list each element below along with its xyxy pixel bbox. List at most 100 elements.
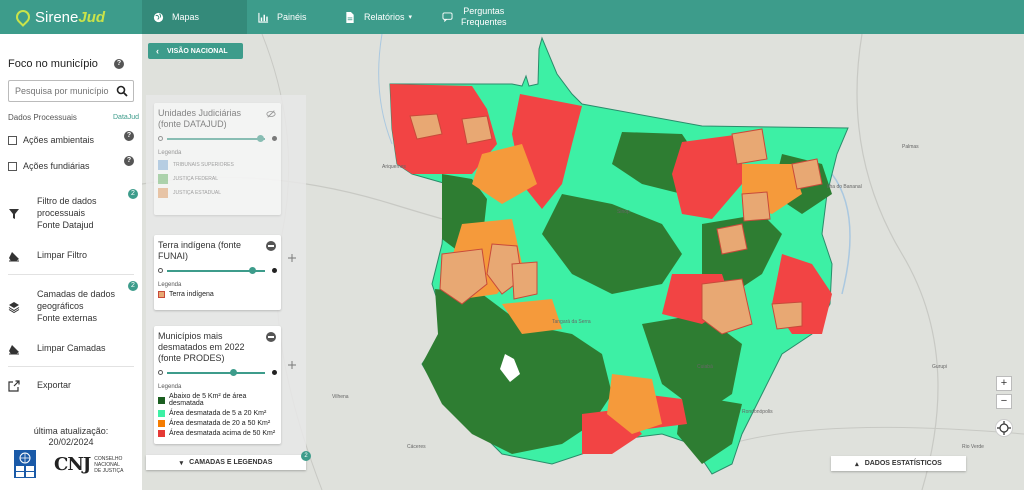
layer-title-line2: desmatados em 2022	[158, 342, 245, 352]
legend-swatch	[158, 291, 165, 298]
search-icon[interactable]	[116, 85, 128, 97]
filtro-line1: Filtro de dados	[37, 196, 97, 206]
slider-knob[interactable]	[230, 369, 237, 376]
layer-title-line1: Municípios mais	[158, 331, 223, 341]
slider-min-icon	[158, 268, 163, 273]
slider-min-icon	[158, 370, 163, 375]
drag-handle-icon[interactable]	[288, 361, 296, 369]
checkbox-label: Ações ambientais	[23, 135, 95, 145]
zoom-out-button[interactable]: −	[996, 394, 1012, 409]
nav-perguntas-frequentes[interactable]: Perguntas Frequentes	[431, 0, 531, 34]
checkbox-box[interactable]	[8, 135, 17, 145]
visao-nacional-label: VISÃO NACIONAL	[167, 47, 228, 55]
legend-item: Terra indígena	[158, 291, 277, 298]
layer-card-indigenous[interactable]: Terra indígena (fonte FUNAI) Legenda Ter…	[154, 235, 281, 310]
filtro-line2: processuais	[37, 208, 86, 218]
camadas-legendas-button[interactable]: ▾ CAMADAS E LEGENDAS	[146, 455, 306, 470]
layer-card-judicial[interactable]: Unidades Judiciárias (fonte DATAJUD) Leg…	[154, 103, 281, 215]
layer-card-deforestation[interactable]: Municípios mais desmatados em 2022 (font…	[154, 326, 281, 444]
checkbox-acoes-ambientais[interactable]: Ações ambientais	[8, 135, 94, 145]
limpar-filtro-button[interactable]: Limpar Filtro	[8, 249, 87, 262]
top-navigation-bar: Sirene Jud Mapas Painéis Relatórios ▾ Per…	[0, 0, 1024, 34]
legend-swatch	[158, 430, 165, 437]
checkbox-box[interactable]	[8, 161, 17, 171]
drag-handle-icon[interactable]	[288, 254, 296, 262]
layer-title-line2: FUNAI)	[158, 251, 188, 261]
map-canvas[interactable]	[142, 34, 1024, 490]
limpar-camadas-button[interactable]: Limpar Camadas	[8, 342, 106, 355]
nav-faq-line2: Frequentes	[461, 17, 507, 27]
map-place-label: Sinop	[617, 209, 630, 215]
camadas-dados-label: Camadas de dados geográficos Fonte exter…	[37, 288, 115, 324]
nav-mapas[interactable]: Mapas	[142, 0, 247, 34]
opacity-slider[interactable]	[158, 266, 277, 276]
sidebar-divider	[8, 274, 134, 275]
opacity-slider[interactable]	[158, 134, 277, 144]
location-pin-icon	[13, 7, 33, 27]
legend-text: Terra indígena	[169, 291, 214, 298]
opacity-slider[interactable]	[158, 368, 277, 378]
slider-min-icon	[158, 136, 163, 141]
cnj-line1: CONSELHO	[94, 455, 123, 462]
slider-knob[interactable]	[257, 135, 264, 142]
legend-text: JUSTIÇA FEDERAL	[173, 176, 219, 182]
help-icon[interactable]: ?	[114, 59, 124, 69]
legend-text: TRIBUNAIS SUPERIORES	[173, 162, 234, 168]
remove-layer-icon[interactable]	[266, 332, 276, 342]
map-view[interactable]: Ilha do Bananal Palmas Gurupi Rio Verde …	[142, 34, 1024, 490]
chart-icon	[257, 11, 269, 23]
visao-nacional-button[interactable]: ‹ VISÃO NACIONAL	[148, 43, 243, 59]
nav-label-faq: Perguntas Frequentes	[461, 6, 507, 28]
eye-slash-icon[interactable]	[266, 109, 276, 119]
municipio-search-input[interactable]	[9, 81, 113, 101]
cnj-logo-mark: CNJ	[54, 454, 91, 475]
filtro-dados-button[interactable]: Filtro de dados processuais Fonte Dataju…	[8, 195, 97, 231]
layer-title: Terra indígena (fonte FUNAI)	[158, 240, 263, 262]
cnj-line2: NACIONAL	[94, 461, 120, 468]
slider-track[interactable]	[167, 138, 265, 140]
dados-estatisticos-label: DADOS ESTATÍSTICOS	[864, 460, 942, 467]
logo-text-sirene: Sirene	[35, 8, 79, 26]
sidebar-divider	[8, 366, 134, 367]
layer-title-line2: (fonte DATAJUD)	[158, 119, 227, 129]
map-place-label: Cáceres	[407, 444, 426, 450]
nav-label-mapas: Mapas	[172, 12, 200, 22]
export-icon	[8, 380, 20, 392]
nav-relatorios[interactable]: Relatórios ▾	[334, 0, 431, 34]
zoom-in-button[interactable]: +	[996, 376, 1012, 391]
camadas-count-badge: 2	[301, 451, 311, 461]
slider-knob[interactable]	[249, 267, 256, 274]
legend-item: Área desmatada acima de 50 Km²	[158, 430, 277, 437]
map-place-label: Ariquemes	[382, 164, 406, 170]
legend-swatch	[158, 160, 168, 170]
nav-label-relatorios: Relatórios	[364, 12, 405, 22]
sidebar: Foco no município ? Dados Processuais Da…	[0, 34, 142, 490]
camadas-dados-button[interactable]: Camadas de dados geográficos Fonte exter…	[8, 288, 115, 324]
remove-layer-icon[interactable]	[266, 241, 276, 251]
help-icon[interactable]: ?	[124, 156, 134, 166]
cnj-logo: CNJ CONSELHO NACIONAL DE JUSTIÇA	[54, 454, 134, 475]
checkbox-label: Ações fundiárias	[23, 161, 90, 171]
nav-paineis[interactable]: Painéis	[247, 0, 334, 34]
checkbox-acoes-fundiarias[interactable]: Ações fundiárias	[8, 161, 90, 171]
legend-item: JUSTIÇA FEDERAL	[158, 174, 277, 184]
legend-swatch	[158, 188, 168, 198]
dados-estatisticos-button[interactable]: ▴ DADOS ESTATÍSTICOS	[831, 456, 966, 471]
legend-item: Área desmatada de 20 a 50 Km²	[158, 420, 277, 427]
camadas-line3: Fonte externas	[37, 313, 98, 323]
help-icon[interactable]: ?	[124, 131, 134, 141]
legend-text: Área desmatada de 5 a 20 Km²	[169, 410, 267, 417]
map-place-label: Gurupi	[932, 364, 948, 370]
legend-label: Legenda	[158, 150, 182, 156]
cnj-logo-text: CONSELHO NACIONAL DE JUSTIÇA	[94, 456, 134, 474]
filter-count-badge: 2	[128, 189, 138, 199]
exportar-label: Exportar	[37, 380, 72, 390]
slider-track[interactable]	[167, 270, 265, 272]
sirenejud-logo[interactable]: Sirene Jud	[0, 0, 142, 34]
locate-icon[interactable]	[995, 419, 1013, 437]
legend-swatch	[158, 174, 168, 184]
slider-track[interactable]	[167, 372, 265, 374]
last-update: última atualização: 20/02/2024	[0, 426, 142, 448]
exportar-button[interactable]: Exportar	[8, 379, 71, 392]
legend-text: Área desmatada de 20 a 50 Km²	[169, 420, 271, 427]
